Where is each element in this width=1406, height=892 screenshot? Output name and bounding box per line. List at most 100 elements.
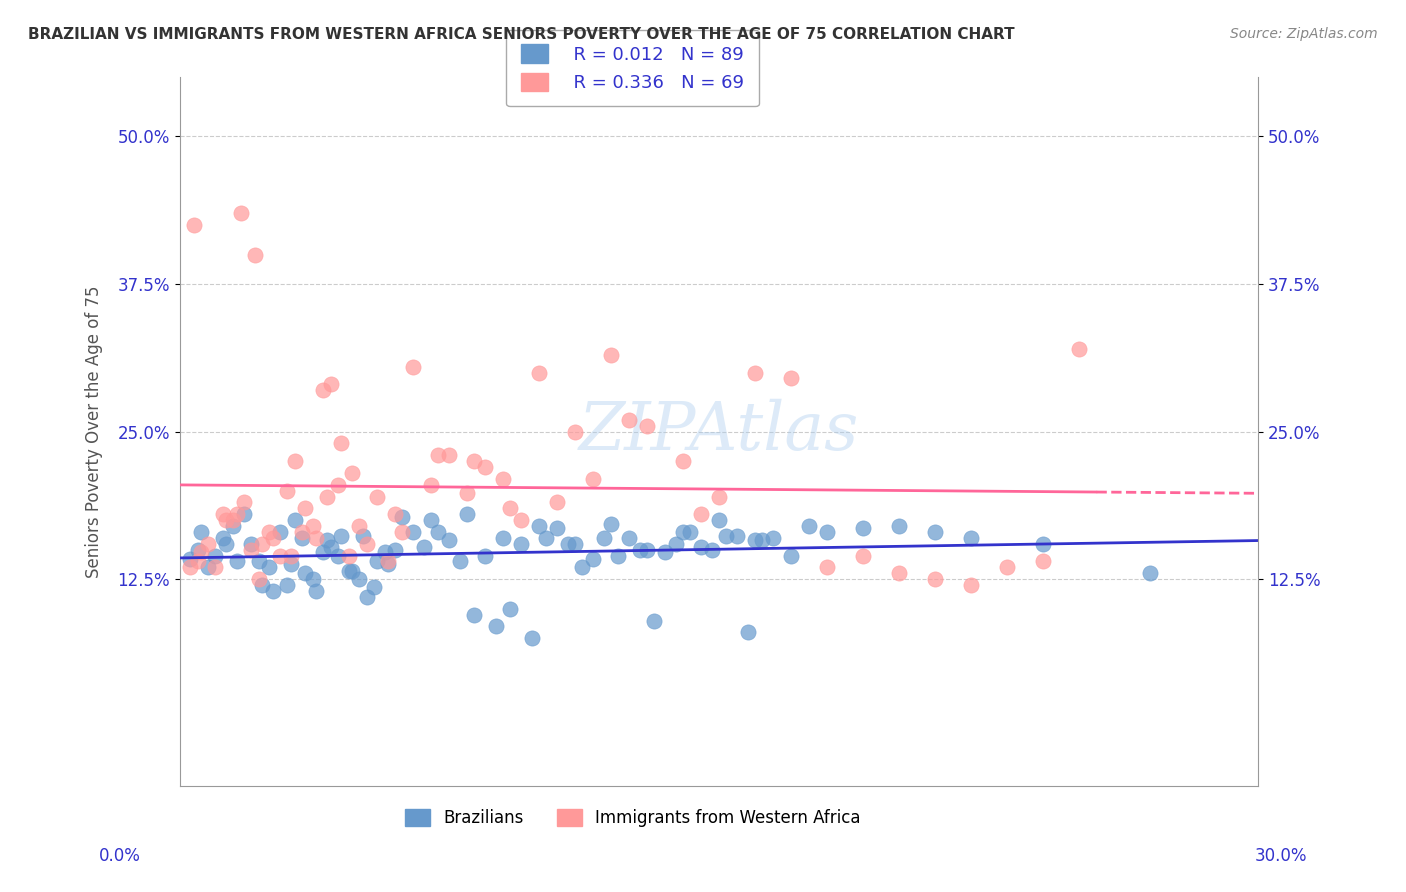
Point (349, 519, 371, 533)
Point (492, 531, 515, 545)
Point (607, 549, 630, 563)
Point (186, 554, 208, 568)
Text: 0.0%: 0.0% (98, 847, 141, 865)
Point (319, 541, 342, 555)
Point (1032, 537, 1054, 551)
Point (204, 560, 226, 574)
Point (197, 537, 219, 551)
Point (349, 572, 371, 586)
Point (744, 366, 766, 380)
Point (617, 531, 640, 545)
Text: Source: ZipAtlas.com: Source: ZipAtlas.com (1230, 27, 1378, 41)
Point (269, 524, 291, 539)
Text: 30.0%: 30.0% (1256, 847, 1308, 865)
Point (356, 590, 378, 604)
Point (340, 466, 363, 480)
Point (456, 508, 478, 522)
Point (280, 557, 302, 571)
Point (352, 528, 374, 542)
Point (276, 578, 298, 592)
Point (582, 472, 605, 486)
Point (259, 524, 281, 539)
Point (247, 572, 270, 586)
Point (291, 524, 314, 539)
Point (1067, 342, 1090, 356)
Point (356, 537, 378, 551)
Point (240, 542, 263, 557)
Point (959, 531, 981, 545)
Point (499, 601, 522, 615)
Point (222, 519, 245, 533)
Point (284, 513, 307, 527)
Point (617, 413, 640, 427)
Point (204, 549, 226, 563)
Point (211, 531, 233, 545)
Y-axis label: Seniors Poverty Over the Age of 75: Seniors Poverty Over the Age of 75 (86, 285, 103, 578)
Point (815, 524, 838, 539)
Point (384, 508, 406, 522)
Point (262, 584, 284, 599)
Point (439, 448, 461, 462)
Point (463, 607, 485, 622)
Point (536, 531, 558, 545)
Point (672, 454, 695, 468)
Point (427, 448, 450, 462)
Point (751, 533, 773, 548)
Point (779, 371, 801, 385)
Point (340, 564, 363, 578)
Point (402, 524, 425, 539)
Point (643, 614, 665, 628)
Point (190, 524, 212, 539)
Point (420, 477, 443, 491)
Point (226, 554, 249, 568)
Point (600, 348, 623, 362)
Point (402, 359, 425, 374)
Point (600, 516, 623, 531)
Point (628, 542, 651, 557)
Point (284, 454, 307, 468)
Point (291, 531, 314, 545)
Point (215, 513, 238, 527)
Point (592, 531, 614, 545)
Point (229, 206, 252, 220)
Point (186, 542, 208, 557)
Point (887, 566, 910, 581)
Point (243, 247, 266, 261)
Point (312, 384, 335, 398)
Point (301, 519, 323, 533)
Point (474, 460, 496, 475)
Point (546, 521, 568, 535)
Point (366, 554, 388, 568)
Point (240, 537, 263, 551)
Point (294, 566, 316, 581)
Point (337, 549, 360, 563)
Point (815, 560, 838, 574)
Point (714, 528, 737, 542)
Point (474, 549, 496, 563)
Point (312, 545, 335, 559)
Point (1139, 566, 1161, 581)
Point (744, 533, 766, 548)
Point (456, 486, 478, 500)
Point (183, 218, 205, 232)
Point (797, 519, 820, 533)
Point (337, 564, 360, 578)
Point (485, 619, 508, 633)
Point (546, 495, 568, 509)
Point (366, 490, 388, 504)
Point (330, 528, 353, 542)
Point (326, 549, 349, 563)
Point (672, 524, 695, 539)
Point (330, 436, 353, 450)
Point (762, 531, 785, 545)
Point (215, 537, 238, 551)
Point (499, 501, 522, 516)
Point (226, 508, 249, 522)
Point (197, 560, 219, 574)
Point (301, 572, 323, 586)
Point (384, 542, 406, 557)
Point (1032, 554, 1054, 568)
Point (700, 542, 723, 557)
Point (959, 578, 981, 592)
Point (427, 524, 450, 539)
